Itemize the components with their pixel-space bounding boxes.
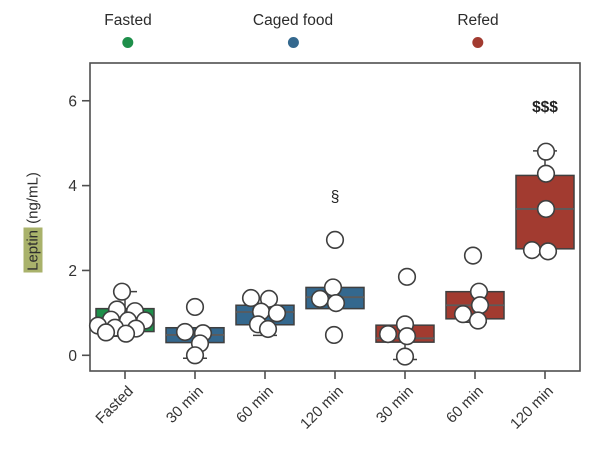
x-tick-label: 60 min <box>233 383 277 427</box>
data-point <box>175 322 195 342</box>
significance-annotation: $$$ <box>532 99 558 116</box>
legend-dot-1 <box>287 37 299 48</box>
legend-dot-2 <box>472 37 484 48</box>
data-point <box>116 324 136 343</box>
data-point <box>185 297 205 317</box>
data-point <box>326 294 346 313</box>
data-point <box>324 325 344 345</box>
data-point <box>310 289 330 308</box>
x-tick-label: Fasted <box>92 383 136 427</box>
data-point <box>536 164 556 183</box>
data-point <box>112 282 132 301</box>
legend-item-caged-food: Caged food <box>253 12 333 53</box>
legend-item-refed: Refed <box>457 12 499 53</box>
data-point <box>397 327 417 346</box>
data-point <box>323 278 343 297</box>
x-tick-label: 30 min <box>163 383 207 427</box>
data-point <box>259 289 279 308</box>
data-point <box>522 240 542 260</box>
data-point <box>258 319 278 339</box>
data-point <box>395 347 415 366</box>
data-point <box>267 304 287 323</box>
data-point <box>470 296 490 315</box>
x-tick-label: 120 min <box>297 383 347 433</box>
x-tick-label: 30 min <box>373 383 417 427</box>
legend-dot-0 <box>122 37 134 48</box>
y-tick-label: 2 <box>68 263 77 280</box>
x-tick-label: 60 min <box>443 383 487 427</box>
plot-frame <box>89 62 581 372</box>
data-point <box>378 324 398 344</box>
data-point <box>241 288 261 308</box>
x-tick-label: 120 min <box>507 383 557 433</box>
data-point <box>453 305 473 324</box>
data-point <box>96 323 116 342</box>
legend-label-caged-food: Caged food <box>252 12 334 29</box>
data-point <box>536 199 556 219</box>
y-tick-label: 4 <box>68 178 77 195</box>
data-point <box>185 346 205 365</box>
y-tick-label: 6 <box>68 93 77 110</box>
legend-label-fasted: Fasted <box>104 12 152 29</box>
data-point <box>325 230 345 250</box>
legend-label-refed: Refed <box>457 12 499 29</box>
y-tick-label: 0 <box>68 348 77 365</box>
data-point <box>468 311 488 330</box>
legend-item-fasted: Fasted <box>104 12 152 53</box>
data-point <box>463 246 483 265</box>
data-point <box>397 267 417 286</box>
data-point <box>538 242 558 261</box>
significance-annotation: § <box>331 189 340 206</box>
data-point <box>536 142 556 161</box>
